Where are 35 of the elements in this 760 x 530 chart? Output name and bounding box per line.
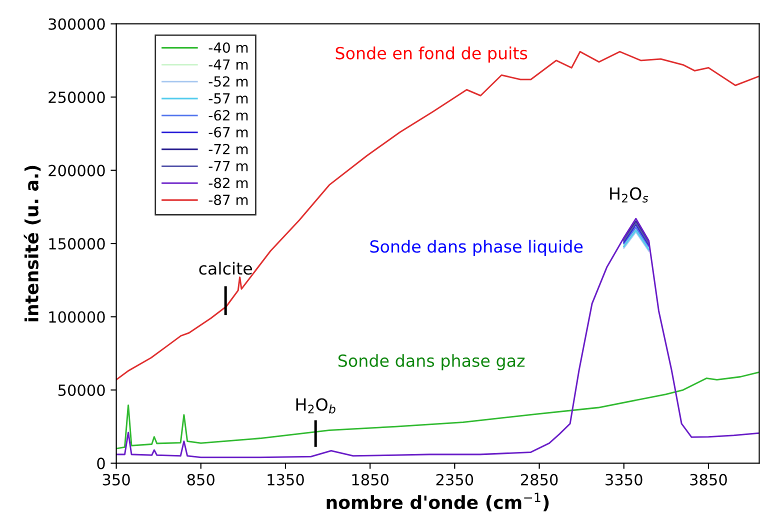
annotation: H$_{2}$O$_{s}$ — [610, 187, 648, 203]
y-tick-label: 50000 — [58, 384, 105, 396]
legend-label: -67 m — [208, 126, 248, 138]
legend-label: -82 m — [208, 178, 248, 188]
y-tick-label: 200000 — [48, 164, 105, 176]
x-tick-label: 2350 — [436, 474, 474, 486]
x-tick-label: 1850 — [352, 474, 389, 486]
annotation: H$_{2}$O$_{b}$ — [296, 398, 336, 414]
y-tick-label: 150000 — [49, 238, 105, 250]
legend-label: -40 m — [208, 42, 248, 53]
x-tick-label: 350 — [102, 474, 130, 486]
x-tick-label: 850 — [187, 474, 214, 486]
x-tick-label: 2850 — [520, 474, 558, 486]
annotation: calcite — [199, 262, 252, 275]
annotation: Sonde dans phase liquide — [370, 240, 583, 256]
x-tick-label: 1350 — [268, 474, 304, 486]
legend-label: -72 m — [208, 144, 248, 154]
legend-label: -87 m — [208, 194, 248, 206]
y-tick-label: 100000 — [49, 311, 105, 323]
x-tick-label: 3850 — [690, 474, 727, 486]
x-tick-label: 3350 — [606, 474, 642, 486]
legend-label: -52 m — [208, 76, 248, 87]
y-axis-title: intensité (u. a.) — [24, 166, 41, 322]
x-axis-title: nombre d'onde (cm$^{−1}$) — [326, 492, 549, 512]
annotation: Sonde en fond de puits — [336, 46, 528, 63]
y-tick-label: 300000 — [48, 18, 105, 30]
legend-label: -77 m — [208, 160, 248, 172]
legend-label: -47 m — [208, 59, 248, 70]
y-tick-label: 250000 — [48, 92, 105, 104]
annotation: Sonde dans phase gaz — [338, 354, 525, 370]
legend-label: -62 m — [208, 110, 248, 121]
line-series — [116, 218, 759, 458]
y-tick-label: 0 — [97, 458, 105, 470]
line-series — [116, 372, 759, 450]
legend-label: -57 m — [208, 93, 248, 104]
